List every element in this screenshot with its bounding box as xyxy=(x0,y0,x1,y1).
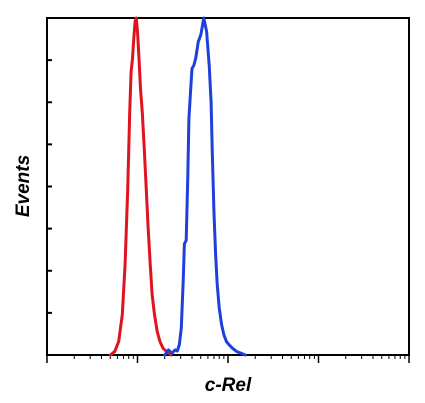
series-layer xyxy=(108,16,247,357)
y-axis-ticks xyxy=(47,17,52,356)
series-line-0 xyxy=(108,16,173,357)
y-axis-label: Events xyxy=(13,155,34,217)
series-line-1 xyxy=(163,16,247,357)
x-axis-label: c-Rel xyxy=(205,375,252,396)
plot-frame xyxy=(46,17,410,356)
x-axis-ticks xyxy=(46,355,410,363)
